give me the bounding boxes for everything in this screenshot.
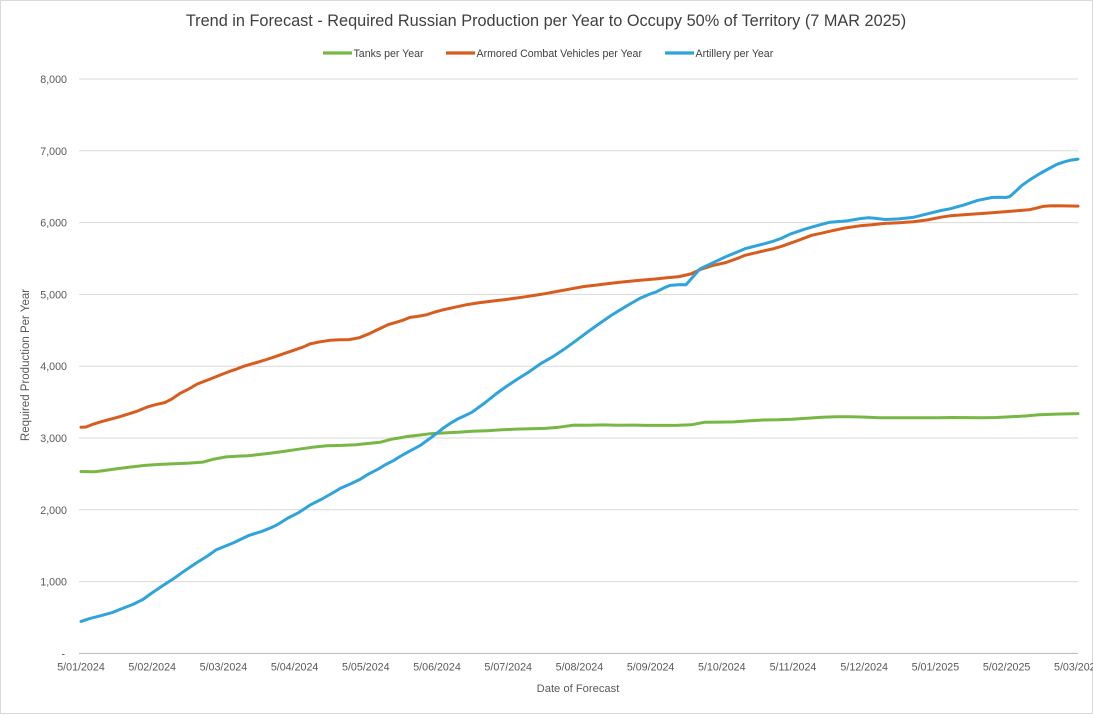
- svg-text:5/09/2024: 5/09/2024: [627, 661, 675, 673]
- svg-text:1,000: 1,000: [40, 577, 67, 589]
- svg-text:-: -: [61, 648, 65, 660]
- svg-text:4,000: 4,000: [40, 361, 67, 373]
- svg-text:6,000: 6,000: [40, 218, 67, 230]
- svg-text:5/02/2024: 5/02/2024: [128, 661, 176, 673]
- svg-text:5/12/2024: 5/12/2024: [840, 661, 888, 673]
- svg-text:5/06/2024: 5/06/2024: [413, 661, 461, 673]
- svg-text:5/05/2024: 5/05/2024: [342, 661, 390, 673]
- svg-text:Trend in Forecast - Required R: Trend in Forecast - Required Russian Pro…: [186, 12, 906, 30]
- svg-text:5/03/2024: 5/03/2024: [200, 661, 248, 673]
- svg-text:5/04/2024: 5/04/2024: [271, 661, 319, 673]
- svg-text:7,000: 7,000: [40, 146, 67, 158]
- svg-text:5/03/2025: 5/03/2025: [1054, 661, 1093, 673]
- svg-text:8,000: 8,000: [40, 74, 67, 86]
- svg-text:Tanks per Year: Tanks per Year: [354, 48, 425, 60]
- svg-text:5/02/2025: 5/02/2025: [983, 661, 1031, 673]
- svg-text:5/10/2024: 5/10/2024: [698, 661, 746, 673]
- svg-text:5/07/2024: 5/07/2024: [484, 661, 532, 673]
- svg-text:5/01/2025: 5/01/2025: [912, 661, 960, 673]
- svg-text:2,000: 2,000: [40, 505, 67, 517]
- svg-text:Armored Combat Vehicles per Ye: Armored Combat Vehicles per Year: [477, 48, 643, 60]
- svg-text:5/11/2024: 5/11/2024: [770, 661, 817, 673]
- svg-text:Date of Forecast: Date of Forecast: [537, 683, 621, 695]
- svg-text:5/01/2024: 5/01/2024: [57, 661, 105, 673]
- svg-text:3,000: 3,000: [40, 433, 67, 445]
- svg-text:5,000: 5,000: [40, 289, 67, 301]
- svg-text:5/08/2024: 5/08/2024: [556, 661, 604, 673]
- svg-text:Artillery per Year: Artillery per Year: [696, 48, 774, 60]
- svg-text:Required Production Per Year: Required Production Per Year: [20, 289, 32, 441]
